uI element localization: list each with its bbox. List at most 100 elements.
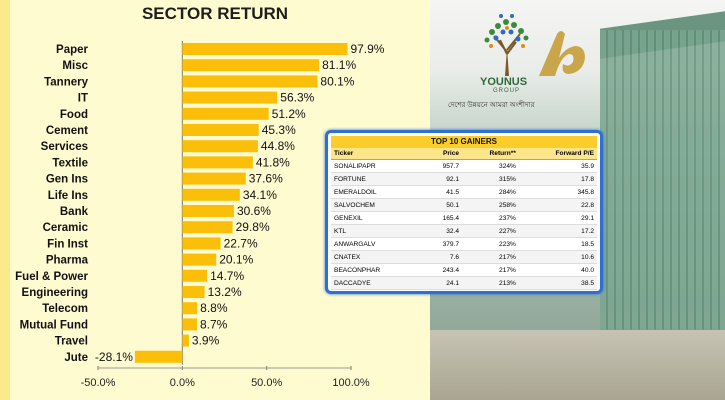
data-label: 8.8%	[200, 301, 228, 315]
data-label: 13.2%	[208, 285, 242, 299]
forward-pe-cell: 17.2	[518, 224, 597, 238]
gainers-title: TOP 10 GAINERS	[331, 136, 597, 148]
data-label: 45.3%	[262, 123, 296, 137]
data-label: 29.8%	[236, 220, 270, 234]
chart-title: SECTOR RETURN	[141, 4, 289, 23]
table-row: CNATEX 7.6 217% 10.6	[331, 250, 597, 264]
data-label: 81.1%	[322, 58, 356, 72]
return-cell: 217%	[462, 250, 519, 264]
gainers-header-row: Ticker Price Return** Forward P/E	[331, 148, 597, 160]
category-label: Textile	[52, 157, 88, 169]
data-label: 97.9%	[350, 42, 384, 56]
forward-pe-cell: 35.9	[518, 159, 597, 173]
price-cell: 41.5	[422, 185, 463, 199]
forward-pe-cell: 10.6	[518, 250, 597, 264]
table-row: SALVOCHEM 50.1 258% 22.8	[331, 198, 597, 212]
category-label: Services	[41, 141, 88, 153]
bar	[182, 221, 233, 234]
data-label: 56.3%	[280, 91, 314, 105]
return-cell: 217%	[462, 263, 519, 277]
bar	[182, 156, 253, 169]
bar	[182, 302, 198, 315]
data-label: 20.1%	[219, 253, 253, 267]
ticker-cell: FORTUNE	[331, 172, 423, 186]
tree-logo-icon	[484, 14, 529, 76]
category-label: Gen Ins	[46, 174, 88, 186]
return-cell: 223%	[462, 237, 519, 251]
ticker-cell: DACCADYE	[331, 276, 423, 290]
ticker-cell: SALVOCHEM	[331, 198, 423, 212]
price-cell: 24.1	[422, 276, 463, 290]
category-label: Travel	[55, 336, 88, 348]
bar	[182, 43, 348, 55]
ticker-cell: BEACONPHAR	[331, 263, 423, 277]
return-cell: 324%	[462, 159, 519, 173]
x-tick-label: 100.0%	[332, 377, 370, 389]
ticker-cell: KTL	[331, 224, 423, 238]
category-label: Ceramic	[43, 222, 89, 234]
sector-return-chart: Paper 97.9% Misc 81.1% Tannery 80.1% IT 56.3% Fo…	[15, 41, 385, 389]
bar	[182, 286, 205, 298]
category-label: Tannery	[44, 76, 88, 88]
forward-pe-cell: 345.8	[518, 185, 597, 199]
category-label: Engineering	[22, 287, 88, 299]
table-row: BEACONPHAR 243.4 217% 40.0	[331, 263, 597, 277]
category-label: Misc	[62, 60, 88, 72]
category-label: Food	[60, 109, 88, 121]
category-label: Bank	[60, 206, 89, 218]
bar	[182, 59, 320, 72]
return-cell: 237%	[462, 211, 519, 225]
brand-name: YOUNUS	[480, 76, 528, 88]
forward-pe-cell: 38.5	[518, 276, 597, 290]
category-label: Pharma	[46, 255, 89, 267]
price-cell: 50.1	[422, 198, 463, 212]
bar	[182, 107, 269, 120]
bar	[182, 205, 234, 217]
brand-subtitle: GROUP	[493, 88, 521, 94]
category-label: Life Ins	[48, 190, 88, 202]
return-cell: 284%	[462, 185, 519, 199]
bar	[182, 269, 208, 282]
category-label: Paper	[56, 44, 88, 56]
ground	[430, 330, 725, 400]
x-tick-label: 0.0%	[170, 377, 195, 389]
return-cell: 258%	[462, 198, 519, 212]
category-label: Telecom	[42, 303, 88, 315]
data-label: 30.6%	[237, 204, 271, 218]
header-forward-pe: Forward P/E	[518, 148, 597, 160]
category-label: Fuel & Power	[15, 271, 88, 283]
ticker-cell: EMERALDOIL	[331, 185, 423, 199]
bar	[182, 188, 240, 201]
table-row: FORTUNE 92.1 315% 17.8	[331, 172, 597, 186]
price-cell: 32.4	[422, 224, 463, 238]
price-cell: 7.6	[422, 250, 463, 264]
gainers-table: Ticker Price Return** Forward P/E SONALI…	[331, 148, 597, 290]
data-label: 14.7%	[210, 269, 244, 283]
price-cell: 379.7	[422, 237, 463, 251]
category-label: Cement	[46, 125, 88, 137]
table-row: DACCADYE 24.1 213% 38.5	[331, 276, 597, 290]
category-label: Mutual Fund	[20, 319, 88, 331]
data-label: 3.9%	[192, 334, 220, 348]
ticker-cell: ANWARGALV	[331, 237, 423, 251]
category-label: Jute	[64, 352, 88, 364]
bar	[182, 75, 318, 88]
category-label: Fin Inst	[47, 238, 88, 250]
x-tick-label: 50.0%	[251, 377, 282, 389]
data-label: 34.1%	[243, 188, 277, 202]
bar	[182, 318, 198, 331]
data-label: 22.7%	[224, 236, 258, 250]
forward-pe-cell: 29.1	[518, 211, 597, 225]
forward-pe-cell: 40.0	[518, 263, 597, 277]
data-label: 8.7%	[200, 317, 228, 331]
bar	[182, 237, 221, 250]
data-label: 44.8%	[261, 139, 295, 153]
bar	[182, 253, 217, 266]
bar	[182, 172, 246, 185]
bar	[182, 140, 258, 153]
ticker-cell: SONALIPAPR	[331, 159, 423, 173]
brand-tagline: দেশের উন্নয়নে আমরা অংশীদার	[448, 102, 535, 109]
price-cell: 165.4	[422, 211, 463, 225]
table-row: GENEXIL 165.4 237% 29.1	[331, 211, 597, 225]
price-cell: 957.7	[422, 159, 463, 173]
